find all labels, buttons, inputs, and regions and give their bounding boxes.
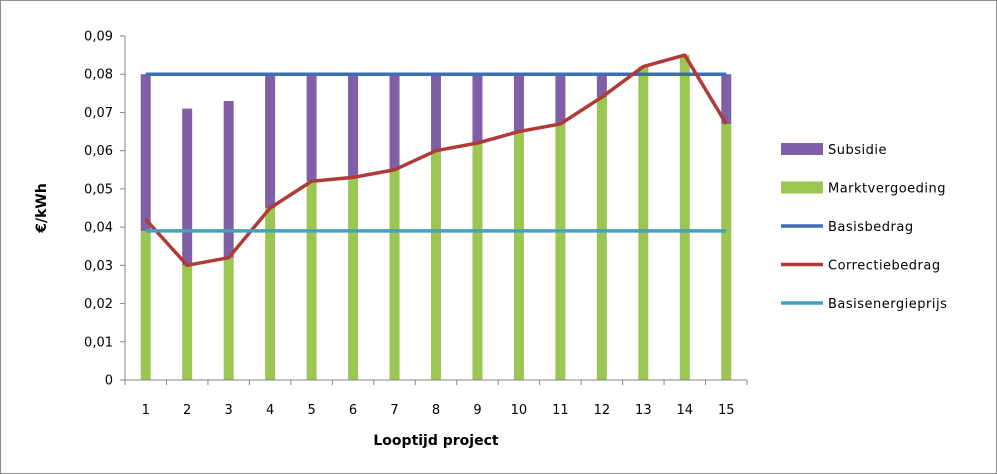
x-tick-label: 10 — [511, 403, 528, 418]
bar-subsidie-11 — [555, 74, 566, 124]
y-tick-label: 0,02 — [84, 297, 113, 312]
legend-label-basisenergieprijs: Basisenergieprijs — [828, 297, 947, 312]
y-ticks: 0 0,01 0,02 0,03 0,04 0,05 0,06 0,07 0,08 0,09 — [84, 30, 125, 389]
x-tick-label: 7 — [390, 403, 398, 418]
y-tick-label: 0,08 — [84, 68, 113, 83]
bar-marktvergoeding-2 — [182, 265, 193, 380]
bar-subsidie-15 — [721, 74, 732, 124]
bar-marktvergoeding-5 — [306, 181, 317, 380]
bar-subsidie-1 — [140, 74, 151, 231]
bar-subsidie-6 — [348, 74, 359, 178]
bar-subsidie-12 — [596, 74, 607, 98]
bar-marktvergoeding-3 — [223, 257, 234, 380]
lines-layer — [144, 53, 728, 268]
bar-marktvergoeding-1 — [140, 230, 151, 380]
bar-marktvergoeding-11 — [555, 123, 566, 381]
y-tick-label: 0,03 — [84, 259, 113, 274]
legend-label-basisbedrag: Basisbedrag — [828, 220, 914, 235]
x-tick-label: 14 — [677, 403, 694, 418]
bar-subsidie-5 — [306, 74, 317, 182]
x-tick-label: 3 — [225, 403, 233, 418]
legend: Subsidie Marktvergoeding Basisbedrag Correc… — [781, 143, 947, 312]
y-tick-label: 0,05 — [84, 182, 113, 197]
legend-swatch-marktvergoeding — [781, 181, 823, 194]
y-axis-title: €/kWh — [34, 183, 50, 234]
legend-swatch-subsidie — [781, 143, 823, 155]
x-tick-label: 6 — [349, 403, 357, 418]
x-tick-label: 12 — [594, 403, 611, 418]
x-tick-label: 8 — [432, 403, 440, 418]
bar-marktvergoeding-14 — [679, 55, 690, 380]
bar-marktvergoeding-9 — [472, 143, 483, 380]
bar-marktvergoeding-7 — [389, 169, 400, 380]
bar-subsidie-8 — [431, 74, 441, 151]
x-tick-label: 1 — [142, 403, 150, 418]
x-ticks: 1 2 3 4 5 6 7 8 9 10 11 12 13 14 15 — [124, 380, 748, 418]
x-tick-label: 4 — [266, 403, 274, 418]
y-tick-label: 0 — [105, 374, 113, 389]
y-tick-label: 0,09 — [84, 30, 113, 45]
bar-subsidie-7 — [389, 74, 400, 170]
bar-marktvergoeding-12 — [596, 97, 607, 381]
x-axis-title: Looptijd project — [373, 433, 499, 449]
bar-marktvergoeding-8 — [431, 150, 441, 380]
line-correctiebedrag — [144, 53, 728, 268]
x-tick-label: 5 — [307, 403, 315, 418]
x-tick-label: 13 — [635, 403, 652, 418]
legend-label-subsidie: Subsidie — [828, 143, 887, 158]
legend-label-correctiebedrag: Correctiebedrag — [828, 259, 941, 274]
bar-subsidie-10 — [513, 74, 524, 132]
legend-label-marktvergoeding: Marktvergoeding — [828, 182, 946, 197]
x-tick-label: 9 — [473, 403, 481, 418]
y-tick-label: 0,01 — [84, 335, 113, 350]
bar-subsidie-2 — [182, 108, 193, 266]
bar-marktvergoeding-15 — [721, 123, 732, 381]
bar-subsidie-3 — [223, 100, 234, 258]
y-tick-label: 0,06 — [84, 144, 113, 159]
bar-subsidie-9 — [472, 74, 483, 144]
x-tick-label: 2 — [183, 403, 191, 418]
y-tick-label: 0,07 — [84, 106, 113, 121]
axes-layer — [124, 36, 747, 381]
x-tick-label: 11 — [552, 403, 569, 418]
x-tick-label: 15 — [718, 403, 735, 418]
bar-marktvergoeding-10 — [513, 131, 524, 380]
bar-marktvergoeding-6 — [348, 177, 359, 380]
bar-marktvergoeding-4 — [265, 208, 276, 380]
bars-layer — [140, 55, 732, 381]
y-tick-label: 0,04 — [84, 221, 113, 236]
bar-subsidie-4 — [265, 74, 276, 208]
bar-marktvergoeding-13 — [638, 66, 649, 381]
